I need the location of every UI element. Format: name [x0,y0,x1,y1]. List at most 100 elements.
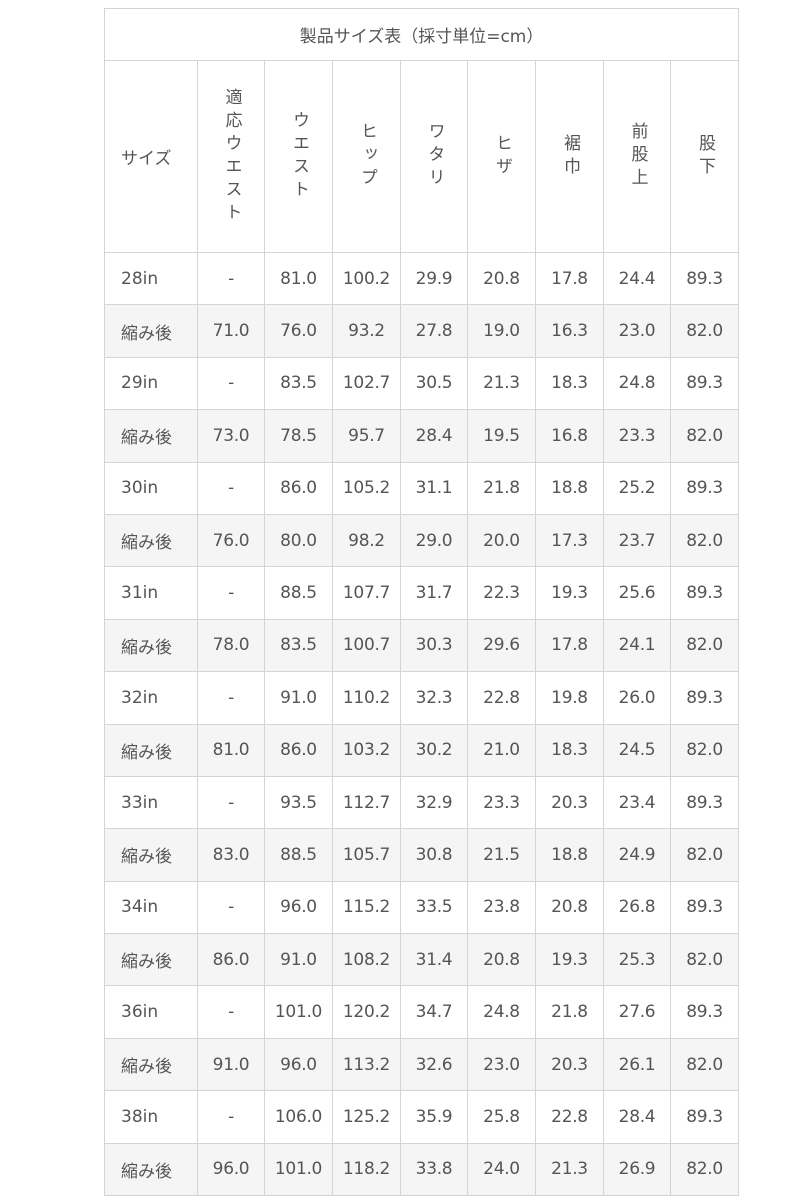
measurement-cell: 82.0 [669,409,740,463]
measurement-cell: 21.3 [467,356,536,411]
measurement-cell: 24.8 [603,356,671,411]
measurement-cell: 96.0 [264,1037,333,1092]
measurement-cell: 110.2 [332,671,401,725]
measurement-cell: - [197,461,265,515]
measurement-cell: - [197,880,265,935]
table-row: 34in -96.0 115.2 33.5 23.8 20.8 26.8 89.3 [104,880,740,935]
measurement-cell: 88.5 [264,566,333,620]
measurement-cell: 82.0 [669,828,740,882]
measurement-cell: 21.5 [467,828,536,882]
measurement-cell: 17.3 [535,513,604,568]
measurement-cell: 82.0 [669,1037,740,1092]
measurement-cell: 105.2 [332,461,401,515]
measurement-cell: 120.2 [332,985,401,1039]
measurement-cell: 125.2 [332,1090,401,1144]
measurement-cell: 34.7 [400,985,468,1039]
measurement-cell: 22.8 [467,671,536,725]
measurement-cell: 16.8 [535,409,604,463]
column-header-label: 裾巾 [560,133,580,180]
table-row: 縮み後 81.0 86.0 103.2 30.2 21.0 18.3 24.5 82.0 [104,723,740,777]
header-row: サイズ 適応ウエスト ウエスト ヒップ ワタリ ヒザ 裾巾 前股上 股下 [104,60,740,253]
measurement-cell: 24.0 [467,1142,536,1197]
measurement-cell: 19.3 [535,933,604,987]
size-label-cell: 36in [104,985,198,1039]
measurement-cell: 22.8 [535,1090,604,1144]
measurement-cell: 29.9 [400,251,468,306]
measurement-cell: 83.5 [264,356,333,411]
size-label-cell: 33in [104,775,198,830]
measurement-cell: 89.3 [669,566,740,620]
measurement-cell: 23.3 [467,775,536,830]
measurement-cell: 18.8 [535,828,604,882]
size-label-cell: 31in [104,566,198,620]
measurement-cell: 105.7 [332,828,401,882]
table-row: 縮み後 86.0 91.0 108.2 31.4 20.8 19.3 25.3 82.0 [104,933,740,987]
measurement-cell: 30.5 [400,356,468,411]
table-body: 28in -81.0 100.2 29.9 20.8 17.8 24.4 89.3 縮み後 71.… [104,251,740,1197]
column-header-label: 前股上 [627,122,648,191]
size-label-cell: 30in [104,461,198,515]
table-row: 縮み後 83.0 88.5 105.7 30.8 21.5 18.8 24.9 82.0 [104,828,740,882]
measurement-cell: - [197,671,265,725]
measurement-cell: 91.0 [264,933,333,987]
measurement-cell: 20.0 [467,513,536,568]
measurement-cell: 89.3 [669,461,740,515]
measurement-cell: 23.3 [603,409,671,463]
measurement-cell: 86.0 [264,461,333,515]
measurement-cell: 20.8 [535,880,604,935]
size-label-cell: 32in [104,671,198,725]
measurement-cell: 100.2 [332,251,401,306]
measurement-cell: 86.0 [197,933,265,987]
size-label-cell: 縮み後 [104,1142,198,1197]
measurement-cell: 118.2 [332,1142,401,1197]
column-header: 股下 [669,60,740,253]
measurement-cell: 86.0 [264,723,333,777]
column-header-label: 適応ウエスト [221,87,242,226]
measurement-cell: 81.0 [197,723,265,777]
measurement-cell: 22.3 [467,566,536,620]
measurement-cell: 27.6 [603,985,671,1039]
column-header-label: ウエスト [289,110,309,203]
measurement-cell: 89.3 [669,671,740,725]
measurement-cell: 78.5 [264,409,333,463]
measurement-cell: 78.0 [197,618,265,673]
table-row: 33in -93.5 112.7 32.9 23.3 20.3 23.4 89.3 [104,775,740,830]
measurement-cell: - [197,1090,265,1144]
measurement-cell: 24.4 [603,251,671,306]
measurement-cell: 20.8 [467,251,536,306]
table-row: 縮み後 73.0 78.5 95.7 28.4 19.5 16.8 23.3 82.0 [104,409,740,463]
measurement-cell: 30.2 [400,723,468,777]
measurement-cell: 24.1 [603,618,671,673]
measurement-cell: 26.8 [603,880,671,935]
measurement-cell: 91.0 [197,1037,265,1092]
measurement-cell: 27.8 [400,304,468,358]
measurement-cell: 33.5 [400,880,468,935]
measurement-cell: 31.4 [400,933,468,987]
measurement-cell: 29.6 [467,618,536,673]
measurement-cell: 26.1 [603,1037,671,1092]
column-header: 裾巾 [535,60,604,253]
size-label-cell: 34in [104,880,198,935]
measurement-cell: 23.7 [603,513,671,568]
measurement-cell: 82.0 [669,723,740,777]
measurement-cell: - [197,566,265,620]
size-label-cell: 縮み後 [104,618,198,673]
measurement-cell: 29.0 [400,513,468,568]
measurement-cell: 101.0 [264,985,333,1039]
size-label-cell: 28in [104,251,198,306]
table-row: 縮み後 96.0 101.0 118.2 33.8 24.0 21.3 26.9 82.0 [104,1142,740,1197]
column-header: 前股上 [603,60,671,253]
measurement-cell: 28.4 [603,1090,671,1144]
column-header-label: ヒザ [492,133,512,180]
measurement-cell: 21.8 [467,461,536,515]
measurement-cell: 17.8 [535,251,604,306]
measurement-cell: 113.2 [332,1037,401,1092]
measurement-cell: 93.2 [332,304,401,358]
measurement-cell: 115.2 [332,880,401,935]
measurement-cell: 28.4 [400,409,468,463]
measurement-cell: 24.9 [603,828,671,882]
measurement-cell: 21.3 [535,1142,604,1197]
measurement-cell: 31.1 [400,461,468,515]
measurement-cell: 89.3 [669,251,740,306]
measurement-cell: 25.2 [603,461,671,515]
